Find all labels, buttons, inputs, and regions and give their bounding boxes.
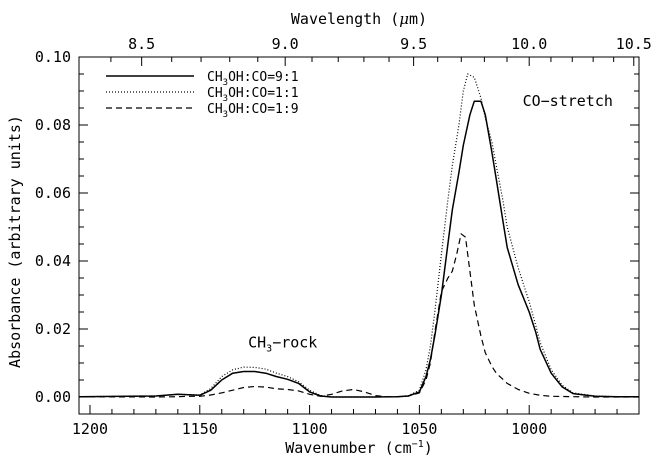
top-x-axis-label: Wavelength (μm) <box>291 10 427 28</box>
y-tick-label: 0.00 <box>35 388 71 406</box>
axis-ticks: 1200 1150 1100 1050 1000 0.00 0.02 0.04 0.06 0.08… <box>35 35 652 438</box>
y-tick-label: 0.06 <box>35 184 71 202</box>
top-tick-label: 9.5 <box>400 35 427 53</box>
legend: CH3OH:CO=9:1 CH3OH:CO=1:1 CH3OH:CO=1:9 <box>106 70 299 120</box>
top-tick-label: 10.0 <box>511 35 547 53</box>
series-line-1 <box>78 100 639 398</box>
legend-entry-2: CH3OH:CO=1:1 <box>207 86 299 104</box>
x-tick-label: 1000 <box>511 420 547 438</box>
x-axis-label-superscript: −1 <box>412 439 424 450</box>
y-tick-label: 0.08 <box>35 116 71 134</box>
legend-entry-3: CH3OH:CO=1:9 <box>207 102 299 120</box>
annotation-ch3-rock: CH3−rock <box>248 334 317 355</box>
x-tick-label: 1050 <box>401 420 437 438</box>
series-layer <box>78 73 639 398</box>
x-axis-label: Wavenumber (cm−1) <box>285 439 433 457</box>
top-tick-label: 10.5 <box>616 35 652 53</box>
top-tick-label: 8.5 <box>128 35 155 53</box>
y-tick-label: 0.10 <box>35 48 71 66</box>
legend-entry-1: CH3OH:CO=9:1 <box>207 70 299 88</box>
y-axis-label: Absorbance (arbitrary units) <box>6 115 24 368</box>
x-tick-label: 1150 <box>182 420 218 438</box>
series-line-3 <box>78 233 639 398</box>
top-tick-label: 9.0 <box>272 35 299 53</box>
plot-frame <box>78 56 640 415</box>
annotation-co-stretch: CO−stretch <box>523 92 613 110</box>
series-line-2 <box>78 73 639 398</box>
y-tick-label: 0.02 <box>35 320 71 338</box>
x-tick-label: 1100 <box>292 420 328 438</box>
y-tick-label: 0.04 <box>35 252 71 270</box>
x-tick-label: 1200 <box>72 420 108 438</box>
